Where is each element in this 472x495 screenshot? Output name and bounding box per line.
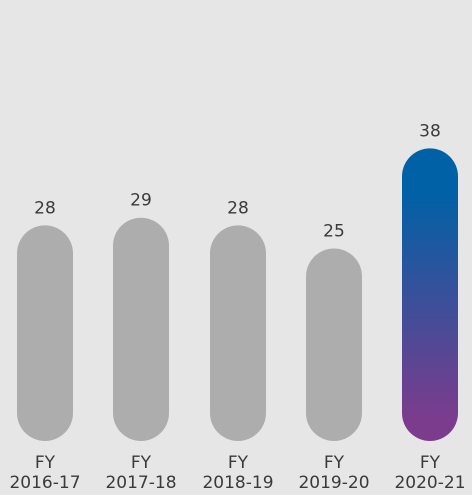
bar-FY-2018-19 — [210, 225, 266, 441]
bar-FY-2019-20 — [306, 248, 362, 441]
bar-FY-2020-21 — [402, 148, 458, 441]
x-tick-label: FY 2017-18 — [105, 453, 176, 493]
value-labels-group: 28 29 28 25 38 — [34, 121, 441, 241]
value-label: 28 — [34, 198, 56, 218]
bar-FY-2016-17 — [17, 225, 73, 441]
value-label: 25 — [323, 222, 345, 242]
x-tick-label-line: 2019-20 — [298, 473, 369, 493]
x-tick-label-line: 2017-18 — [105, 473, 176, 493]
x-tick-label-line: FY — [420, 453, 441, 473]
value-label: 38 — [419, 121, 441, 141]
value-label: 28 — [227, 198, 249, 218]
x-tick-label-line: 2016-17 — [9, 473, 80, 493]
x-tick-label: FY 2018-19 — [202, 453, 273, 493]
x-tick-label-line: FY — [324, 453, 345, 473]
x-tick-label-line: FY — [35, 453, 56, 473]
x-tick-label: FY 2020-21 — [394, 453, 465, 493]
bar-FY-2017-18 — [113, 217, 169, 441]
x-tick-label-line: FY — [131, 453, 152, 473]
x-tick-label: FY 2016-17 — [9, 453, 80, 493]
x-tick-label: FY 2019-20 — [298, 453, 369, 493]
value-label: 29 — [130, 191, 152, 211]
bars-group — [17, 148, 458, 441]
x-tick-label-line: FY — [228, 453, 249, 473]
x-tick-label-line: 2020-21 — [394, 473, 465, 493]
x-tick-label-line: 2018-19 — [202, 473, 273, 493]
